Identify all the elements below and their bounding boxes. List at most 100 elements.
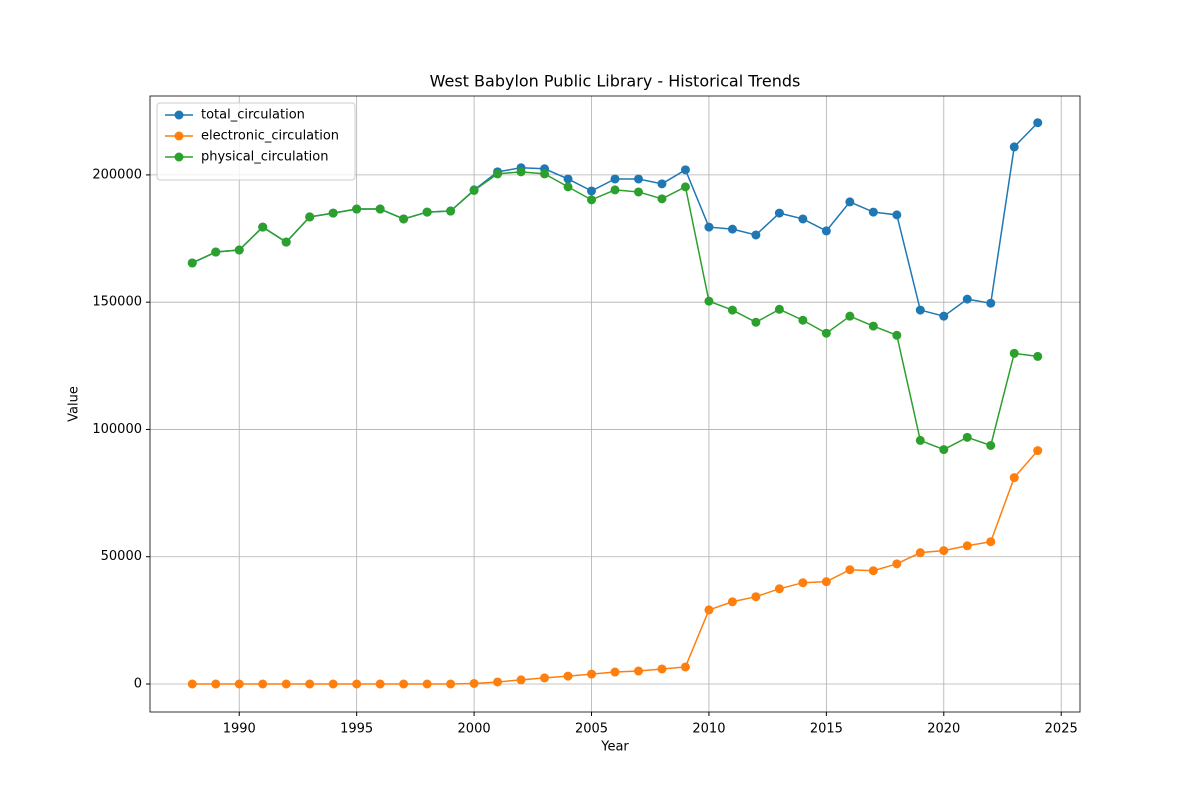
data-point xyxy=(328,208,338,218)
data-point xyxy=(845,565,855,575)
data-point xyxy=(540,673,550,683)
data-point xyxy=(962,294,972,304)
legend-marker xyxy=(174,110,184,120)
data-point xyxy=(868,207,878,217)
data-point xyxy=(399,679,409,689)
data-point xyxy=(798,578,808,588)
y-tick-label: 50000 xyxy=(101,549,142,564)
data-point xyxy=(281,237,291,247)
x-tick-label: 2000 xyxy=(458,722,491,737)
data-point xyxy=(774,584,784,594)
y-tick-label: 150000 xyxy=(92,295,142,310)
data-point xyxy=(446,679,456,689)
data-point xyxy=(305,679,315,689)
data-point xyxy=(986,440,996,450)
data-point xyxy=(234,679,244,689)
data-point xyxy=(868,566,878,576)
data-point xyxy=(821,226,831,236)
data-point xyxy=(305,212,315,222)
data-point xyxy=(633,666,643,676)
x-tick-label: 2010 xyxy=(692,722,725,737)
data-point xyxy=(563,671,573,681)
data-point xyxy=(352,679,362,689)
data-point xyxy=(868,321,878,331)
data-point xyxy=(493,677,503,687)
data-point xyxy=(516,167,526,177)
data-point xyxy=(657,179,667,189)
data-point xyxy=(680,165,690,175)
data-point xyxy=(657,194,667,204)
data-point xyxy=(493,169,503,179)
data-point xyxy=(610,185,620,195)
data-point xyxy=(1033,118,1043,128)
legend-label: total_circulation xyxy=(201,108,305,123)
data-point xyxy=(563,174,573,184)
x-tick-label: 2025 xyxy=(1045,722,1078,737)
data-point xyxy=(751,230,761,240)
legend-box xyxy=(156,102,356,181)
x-tick-label: 1990 xyxy=(223,722,256,737)
x-tick-label: 1995 xyxy=(340,722,373,737)
data-point xyxy=(563,182,573,192)
data-point xyxy=(774,208,784,218)
data-point xyxy=(704,296,714,306)
y-axis-label: Value xyxy=(67,386,82,422)
x-tick-label: 2015 xyxy=(810,722,843,737)
data-point xyxy=(821,577,831,587)
data-point xyxy=(751,592,761,602)
data-point xyxy=(1009,473,1019,483)
data-point xyxy=(704,222,714,232)
x-tick-label: 2005 xyxy=(575,722,608,737)
data-point xyxy=(211,679,221,689)
data-point xyxy=(1033,351,1043,361)
data-point xyxy=(1009,142,1019,152)
data-point xyxy=(187,258,197,268)
data-point xyxy=(657,664,667,674)
data-point xyxy=(751,317,761,327)
data-point xyxy=(892,210,902,220)
data-point xyxy=(680,662,690,672)
y-tick-label: 100000 xyxy=(92,422,142,437)
data-point xyxy=(962,541,972,551)
data-point xyxy=(469,185,479,195)
data-point xyxy=(727,597,737,607)
legend-label: electronic_circulation xyxy=(201,129,339,144)
data-point xyxy=(610,667,620,677)
data-point xyxy=(587,195,597,205)
data-point xyxy=(328,679,338,689)
data-point xyxy=(986,537,996,547)
data-point xyxy=(234,245,244,255)
data-point xyxy=(939,445,949,455)
data-point xyxy=(422,679,432,689)
x-axis-label: Year xyxy=(600,740,629,755)
y-tick-label: 0 xyxy=(134,677,142,692)
data-point xyxy=(258,679,268,689)
data-point xyxy=(587,669,597,679)
data-point xyxy=(540,169,550,179)
data-point xyxy=(915,305,925,315)
data-point xyxy=(915,435,925,445)
data-point xyxy=(633,187,643,197)
data-point xyxy=(798,315,808,325)
data-point xyxy=(962,432,972,442)
data-point xyxy=(587,186,597,196)
data-point xyxy=(939,546,949,556)
data-point xyxy=(211,247,221,257)
data-point xyxy=(892,559,902,569)
data-point xyxy=(187,679,197,689)
data-point xyxy=(446,206,456,216)
data-point xyxy=(704,605,714,615)
data-point xyxy=(469,678,479,688)
data-point xyxy=(281,679,291,689)
data-point xyxy=(939,311,949,321)
plot-frame xyxy=(149,95,1081,713)
data-point xyxy=(986,298,996,308)
data-point xyxy=(352,204,362,214)
data-point xyxy=(798,214,808,224)
data-point xyxy=(821,328,831,338)
data-point xyxy=(633,174,643,184)
data-point xyxy=(516,675,526,685)
x-tick-label: 2020 xyxy=(927,722,960,737)
chart-title: West Babylon Public Library - Historical… xyxy=(430,72,801,91)
